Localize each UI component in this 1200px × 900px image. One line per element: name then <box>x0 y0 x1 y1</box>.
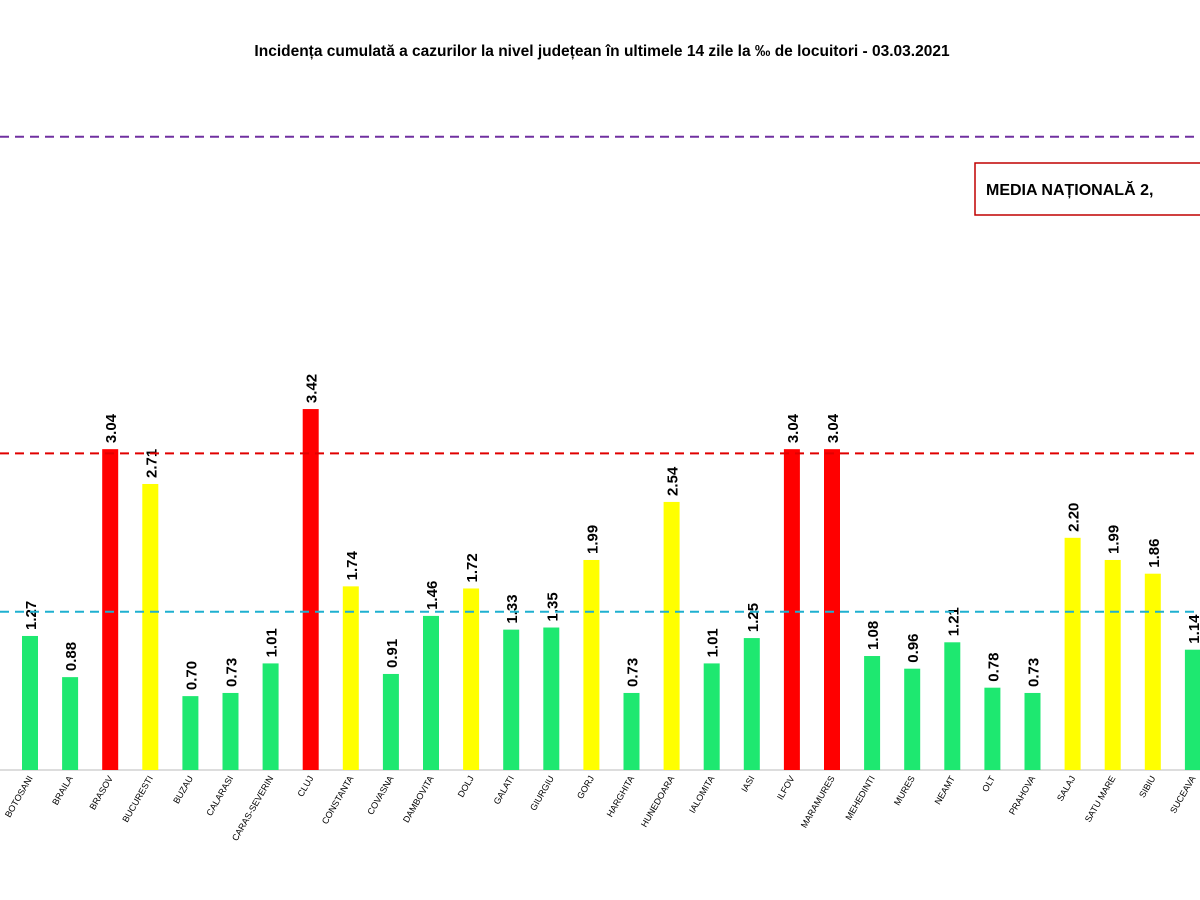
value-label: 1.46 <box>424 581 441 610</box>
x-tick-label: NEAMT <box>933 774 958 807</box>
value-label: 1.08 <box>865 621 882 650</box>
x-tick-label: BUCURESTI <box>120 774 155 824</box>
x-tick-label: GIURGIU <box>528 774 556 812</box>
x-tick-label: MURES <box>892 774 917 807</box>
value-label: 1.25 <box>745 603 762 632</box>
bar <box>142 483 159 770</box>
x-tick-label: BUZAU <box>171 774 195 805</box>
x-tick-label: CLUJ <box>296 774 316 798</box>
x-tick-label: HARGHITA <box>605 774 637 819</box>
bar <box>503 629 520 770</box>
bar <box>984 687 1001 770</box>
value-label: 3.42 <box>304 374 321 403</box>
bar <box>22 635 38 770</box>
x-tick-label: SATU MARE <box>1083 774 1118 824</box>
x-tick-label: CALARASI <box>204 774 235 818</box>
bar <box>743 638 760 770</box>
bar <box>463 588 480 770</box>
value-label: 3.04 <box>785 413 802 443</box>
value-label: 0.73 <box>625 658 642 687</box>
value-label: 0.78 <box>985 652 1002 681</box>
x-tick-label: BRASOV <box>88 774 115 811</box>
x-tick-label: BOTOSANI <box>3 774 35 819</box>
x-tick-label: SALAJ <box>1055 774 1077 803</box>
bar <box>543 627 560 770</box>
bar <box>904 668 921 770</box>
bar <box>703 663 720 770</box>
value-label: 0.70 <box>183 661 200 690</box>
x-tick-label: IASI <box>739 774 756 794</box>
bar <box>1104 559 1121 770</box>
x-tick-label: SIBIU <box>1137 774 1157 799</box>
x-tick-label: DAMBOVITA <box>401 774 436 824</box>
bar <box>1144 573 1161 770</box>
value-label: 1.35 <box>544 592 561 621</box>
value-label: 1.01 <box>705 628 722 657</box>
x-tick-label: SUCEAVA <box>1168 774 1198 815</box>
x-tick-label: CARAS-SEVERIN <box>230 774 275 843</box>
bar <box>62 677 79 770</box>
bar <box>864 656 881 770</box>
x-tick-label: DOLJ <box>456 774 476 799</box>
chart-title: Incidența cumulată a cazurilor la nivel … <box>254 43 950 60</box>
x-tick-label: HUNEDOARA <box>639 774 676 829</box>
value-label: 1.33 <box>504 594 521 623</box>
x-tick-label: CONSTANTA <box>320 774 356 826</box>
x-tick-label: GALATI <box>492 774 516 806</box>
x-tick-label: BRAILA <box>50 774 75 807</box>
value-label: 1.14 <box>1186 614 1200 644</box>
x-tick-label: OLT <box>980 774 997 794</box>
value-label: 1.99 <box>584 525 601 554</box>
value-label: 2.71 <box>143 449 160 478</box>
annotation-box <box>974 162 1200 216</box>
value-label: 0.91 <box>384 639 401 668</box>
value-label: 1.72 <box>464 553 481 582</box>
value-label: 1.01 <box>264 628 281 657</box>
annotation: MEDIA NAȚIONALĂ 2, <box>986 180 1153 199</box>
x-tick-label: IALOMITA <box>687 774 716 815</box>
bar <box>783 449 800 770</box>
x-tick-label: COVASNA <box>365 774 395 817</box>
bar <box>342 586 359 770</box>
value-label: 2.20 <box>1066 503 1083 532</box>
value-label: 3.04 <box>825 413 842 443</box>
bar <box>1024 692 1041 770</box>
value-label: 0.96 <box>905 633 922 662</box>
bar <box>262 663 279 770</box>
bar <box>623 692 640 770</box>
bar <box>302 409 319 770</box>
x-tick-label: GORJ <box>575 774 596 801</box>
value-label: 0.88 <box>63 642 80 671</box>
bar <box>583 559 600 770</box>
value-label: 3.04 <box>103 413 120 443</box>
value-label: 0.73 <box>1026 658 1043 687</box>
value-label: 1.74 <box>344 551 361 581</box>
x-tick-label: MEHEDINTI <box>843 774 876 822</box>
value-label: 1.21 <box>945 607 962 636</box>
bar <box>944 642 961 770</box>
value-label: 1.86 <box>1146 538 1163 567</box>
bar <box>182 696 199 770</box>
x-tick-label: PRAHOVA <box>1007 774 1037 817</box>
bar <box>222 692 239 770</box>
bar <box>824 449 840 770</box>
bar <box>423 615 439 770</box>
bar <box>663 501 680 770</box>
bar <box>102 449 119 770</box>
x-tick-label: ILFOV <box>775 774 797 802</box>
value-label: 1.27 <box>23 601 40 630</box>
x-tick-label: MARAMURES <box>799 774 837 830</box>
bar <box>382 673 399 770</box>
value-label: 2.54 <box>665 466 682 496</box>
bar <box>1184 649 1200 770</box>
value-label: 0.73 <box>224 658 241 687</box>
bar <box>1064 537 1081 770</box>
value-label: 1.99 <box>1106 525 1123 554</box>
